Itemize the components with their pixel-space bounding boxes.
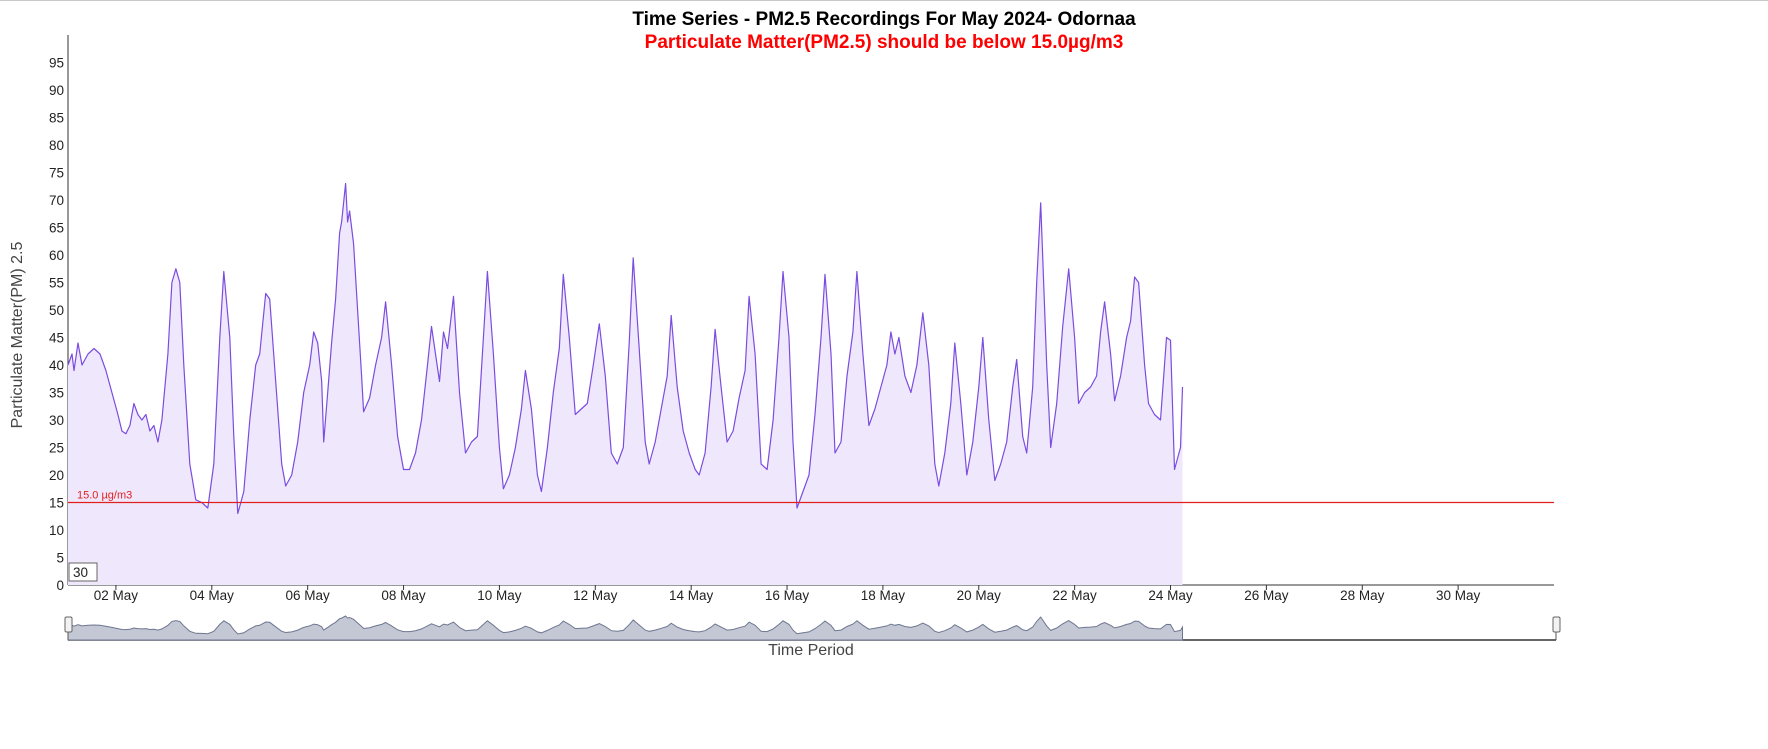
rolling-period-input[interactable] — [68, 562, 98, 582]
y-axis-title: Particulate Matter(PM) 2.5 — [9, 242, 26, 429]
y-tick-label: 85 — [49, 111, 64, 126]
x-tick-label: 04 May — [190, 588, 235, 603]
y-tick-label: 65 — [49, 221, 64, 236]
y-tick-label: 60 — [49, 248, 64, 263]
y-tick-label: 70 — [49, 193, 64, 208]
x-tick-label: 30 May — [1436, 588, 1481, 603]
y-tick-label: 10 — [49, 523, 64, 538]
x-tick-label: 14 May — [669, 588, 714, 603]
x-tick-label: 22 May — [1053, 588, 1098, 603]
x-tick-label: 26 May — [1244, 588, 1289, 603]
y-axis: 0 5 10 15 20 25 30 35 40 45 50 55 60 65 70 75 80 85 90 95 — [49, 35, 69, 593]
y-tick-label: 30 — [49, 413, 64, 428]
y-tick-label: 45 — [49, 331, 64, 346]
rolling-period-box[interactable]: 30 — [68, 562, 98, 582]
threshold-label: 15.0 µg/m3 — [77, 490, 132, 502]
reference-threshold: 15.0 µg/m3 — [68, 490, 1554, 504]
y-tick-label: 0 — [56, 578, 64, 593]
x-tick-label: 28 May — [1340, 588, 1385, 603]
x-tick-label: 18 May — [861, 588, 906, 603]
y-tick-label: 95 — [49, 56, 64, 71]
navigator-axis-title: Time Period — [768, 642, 854, 659]
x-tick-label: 20 May — [957, 588, 1002, 603]
x-axis: 02 May 04 May 06 May 08 May 10 May 12 May 14 M… — [68, 584, 1554, 603]
y-tick-label: 50 — [49, 303, 64, 318]
y-tick-label: 80 — [49, 138, 64, 153]
navigator-left-handle[interactable] — [64, 616, 73, 633]
x-tick-label: 12 May — [573, 588, 618, 603]
series-line — [67, 182, 1184, 515]
y-tick-label: 5 — [56, 551, 64, 566]
y-tick-label: 25 — [49, 441, 64, 456]
series-area — [67, 182, 1184, 585]
y-tick-label: 55 — [49, 276, 64, 291]
y-tick-label: 75 — [49, 166, 64, 181]
navigator[interactable] — [64, 615, 1561, 641]
x-tick-label: 08 May — [381, 588, 426, 603]
navigator-right-handle[interactable] — [1552, 616, 1561, 633]
top-border — [0, 0, 1768, 1]
x-tick-label: 24 May — [1148, 588, 1193, 603]
y-tick-label: 15 — [49, 496, 64, 511]
chart-title: Time Series - PM2.5 Recordings For May 2… — [632, 9, 1136, 30]
navigator-series — [67, 615, 1183, 641]
chart-subtitle: Particulate Matter(PM2.5) should be belo… — [644, 32, 1124, 53]
rolling-period-value: 30 — [73, 565, 88, 580]
y-tick-label: 40 — [49, 358, 64, 373]
x-tick-label: 16 May — [765, 588, 810, 603]
y-tick-label: 20 — [49, 468, 64, 483]
series-fill — [68, 183, 1183, 585]
x-tick-label: 10 May — [477, 588, 522, 603]
y-tick-label: 90 — [49, 83, 64, 98]
x-tick-label: 06 May — [286, 588, 331, 603]
x-tick-label: 02 May — [94, 588, 139, 603]
y-tick-label: 35 — [49, 386, 64, 401]
